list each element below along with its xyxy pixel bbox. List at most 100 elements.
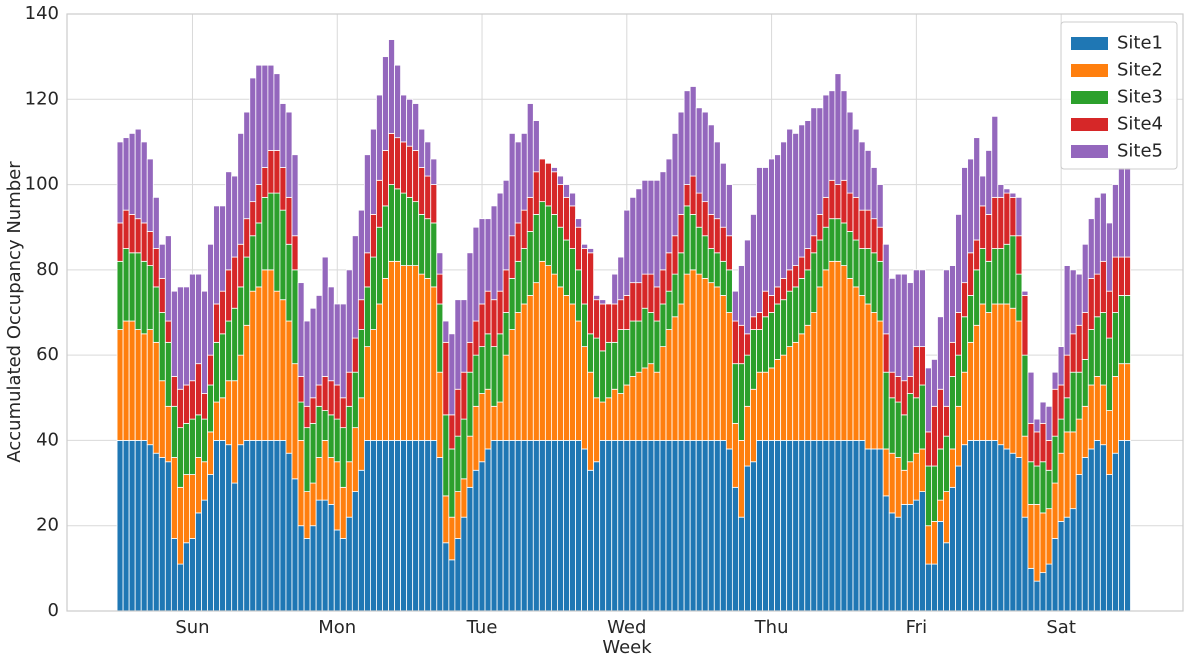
- bar-segment: [176, 388, 184, 429]
- bar-segment: [1081, 359, 1089, 407]
- bar-segment: [611, 388, 619, 441]
- bar-segment: [327, 414, 335, 458]
- bar-segment: [641, 179, 649, 275]
- bar-segment: [508, 132, 516, 237]
- bar-segment: [1099, 444, 1107, 612]
- bar-segment: [460, 299, 468, 373]
- bar-segment: [810, 107, 818, 237]
- bar-segment: [768, 367, 776, 441]
- bar-segment: [738, 440, 745, 518]
- bar-segment: [810, 312, 818, 441]
- bar-segment: [363, 440, 371, 612]
- bar-segment: [780, 440, 788, 612]
- bar-segment: [882, 495, 890, 612]
- bar-segment: [490, 299, 498, 348]
- bar-segment: [937, 388, 944, 450]
- bar-segment: [1124, 440, 1131, 612]
- bar-segment: [719, 260, 727, 296]
- bar-segment: [876, 226, 884, 262]
- bar-segment: [955, 405, 963, 467]
- bar-segment: [1118, 440, 1125, 612]
- bar-segment: [158, 312, 166, 382]
- bar-segment: [1057, 452, 1065, 522]
- bar-segment: [762, 316, 769, 373]
- bar-segment: [1015, 196, 1023, 237]
- bar-segment: [894, 401, 902, 458]
- bar-segment: [213, 341, 221, 403]
- bar-segment: [840, 222, 848, 266]
- bar-segment: [985, 150, 993, 215]
- bar-segment: [816, 440, 824, 612]
- bar-segment: [786, 440, 794, 612]
- bar-segment: [1124, 363, 1131, 441]
- bar-segment: [442, 542, 450, 612]
- bar-segment: [834, 440, 842, 612]
- bar-segment: [207, 354, 214, 386]
- bar-segment: [563, 184, 570, 198]
- bar-segment: [267, 192, 275, 271]
- bar-segment: [249, 201, 257, 237]
- bar-segment: [333, 461, 341, 531]
- bar-segment: [774, 440, 782, 612]
- bar-segment: [279, 209, 287, 301]
- y-tick-label: 80: [36, 259, 59, 280]
- bar-segment: [1039, 401, 1047, 424]
- bar-segment: [146, 158, 154, 232]
- bar-segment: [852, 128, 860, 198]
- bar-segment: [768, 295, 776, 313]
- bar-segment: [370, 440, 377, 612]
- bar-segment: [442, 320, 450, 343]
- bar-segment: [925, 525, 932, 565]
- bar-segment: [623, 209, 631, 296]
- bar-segment: [858, 248, 866, 296]
- bar-segment: [345, 405, 353, 463]
- bar-segment: [146, 444, 154, 612]
- bar-segment: [460, 478, 468, 518]
- bar-segment: [544, 162, 552, 207]
- bar-segment: [756, 440, 763, 612]
- bar-segment: [949, 448, 956, 488]
- bar-segment: [991, 115, 999, 198]
- bar-segment: [792, 265, 800, 288]
- bar-segment: [581, 248, 588, 305]
- bar-segment: [1021, 354, 1029, 437]
- bar-segment: [1124, 295, 1131, 365]
- bar-segment: [333, 529, 341, 612]
- x-tick-label: Sun: [175, 617, 209, 638]
- bar-segment: [701, 440, 709, 612]
- bar-segment: [490, 440, 498, 612]
- bar-segment: [659, 440, 667, 612]
- bar-segment: [255, 184, 263, 224]
- bar-segment: [418, 273, 426, 441]
- bar-segment: [1009, 452, 1017, 612]
- bar-segment: [665, 440, 673, 612]
- bar-segment: [261, 440, 269, 612]
- bar-segment: [931, 563, 938, 612]
- bar-segment: [442, 414, 450, 497]
- bar-segment: [225, 320, 233, 382]
- bar-segment: [237, 132, 245, 245]
- bar-segment: [605, 303, 613, 343]
- bar-segment: [949, 341, 956, 377]
- bar-segment: [309, 422, 317, 484]
- bar-segment: [1033, 465, 1041, 505]
- bar-segment: [762, 290, 769, 318]
- bar-segment: [949, 376, 956, 450]
- bar-segment: [1027, 371, 1035, 424]
- bar-segment: [128, 320, 136, 441]
- bar-segment: [351, 235, 359, 339]
- bar-segment: [382, 440, 389, 612]
- bar-segment: [629, 282, 637, 322]
- bar-segment: [436, 273, 444, 305]
- bar-segment: [400, 265, 408, 441]
- bar-segment: [496, 401, 504, 441]
- bar-segment: [659, 303, 667, 348]
- bar-segment: [599, 440, 607, 612]
- bar-segment: [1081, 243, 1089, 313]
- bar-segment: [1069, 269, 1077, 335]
- bar-segment: [689, 440, 697, 612]
- plot-frame: [66, 13, 1184, 612]
- bar-segment: [466, 341, 474, 373]
- bar-segment: [249, 440, 257, 612]
